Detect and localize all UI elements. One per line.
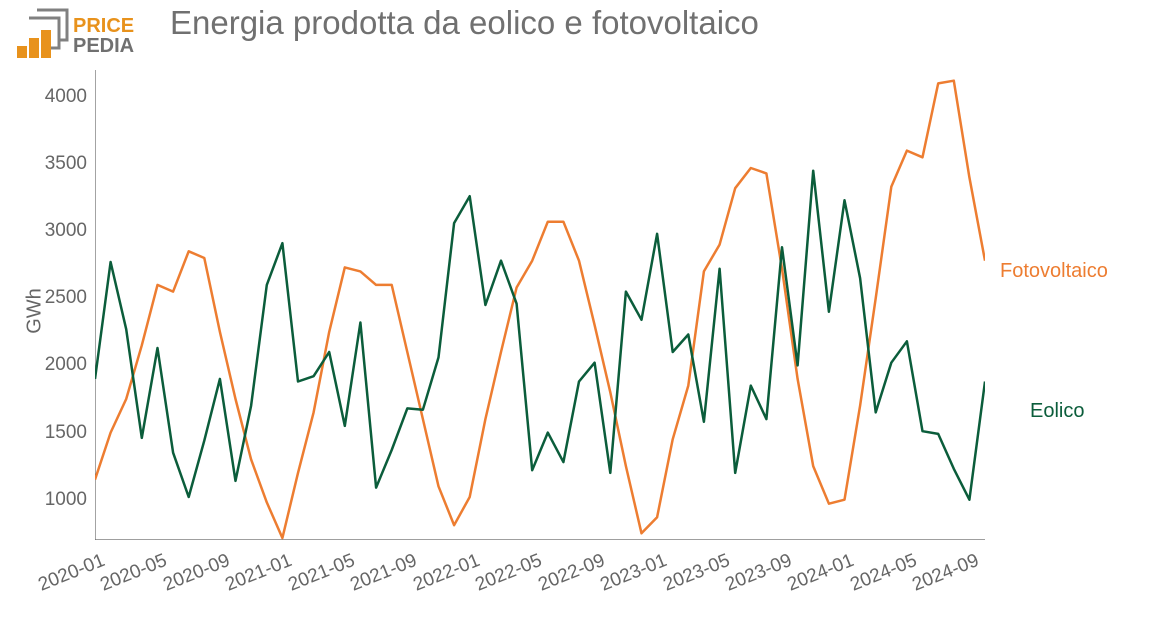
logo-pedia-text: PEDIA [73, 35, 134, 57]
chart-container: PRICE PEDIA Energia prodotta da eolico e… [0, 0, 1162, 622]
y-tick-label: 4000 [45, 86, 87, 108]
series-label-eolico: Eolico [1030, 400, 1084, 423]
y-tick-label: 1000 [45, 489, 87, 511]
y-tick-label: 3000 [45, 220, 87, 242]
chart-plot-area [95, 70, 985, 540]
pricepedia-logo: PRICE PEDIA [15, 8, 145, 58]
y-tick-label: 1500 [45, 422, 87, 444]
y-tick-label: 2500 [45, 287, 87, 309]
y-tick-label: 3500 [45, 153, 87, 175]
series-label-fotovoltaico: Fotovoltaico [1000, 260, 1108, 283]
y-tick-label: 2000 [45, 354, 87, 376]
y-axis-label: GWh [23, 288, 46, 334]
series-line-fotovoltaico [95, 81, 985, 538]
logo-price-text: PRICE [73, 15, 134, 37]
chart-title: Energia prodotta da eolico e fotovoltaic… [170, 4, 759, 42]
